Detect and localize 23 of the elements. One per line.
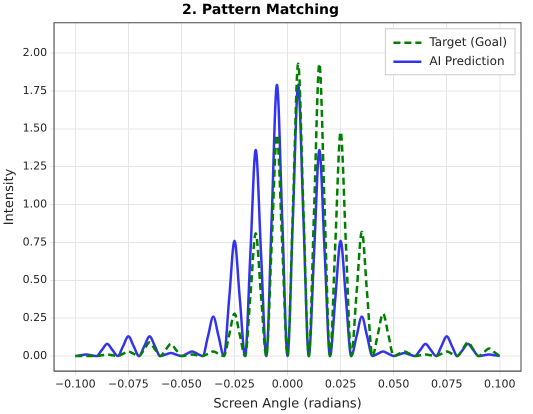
x-tick-label: 0.050 [378,378,410,391]
y-tick-label: 1.50 [22,122,48,135]
x-tick-label: −0.100 [54,378,96,391]
legend-label: AI Prediction [429,54,505,68]
y-tick-label: 1.00 [22,197,48,210]
x-tick-label: 0.100 [484,378,516,391]
x-tick-label: −0.025 [214,378,255,391]
y-tick-label: 1.25 [22,160,48,173]
x-tick-label: 0.075 [430,378,462,391]
x-tick-label: 0.000 [272,378,304,391]
y-tick-label: 0.00 [22,348,48,362]
x-tick-label: −0.050 [161,378,202,391]
y-tick-label: 0.75 [22,235,48,248]
x-axis-title: Screen Angle (radians) [213,396,362,412]
x-tick-label: −0.075 [108,378,149,391]
y-tick-label: 1.75 [22,84,48,97]
y-tick-label: 2.00 [22,46,48,59]
legend-label: Target (Goal) [428,34,508,49]
y-axis-title: Intensity [2,168,18,226]
x-tick-label: 0.025 [324,378,356,391]
chart-title: 2. Pattern Matching [182,2,340,18]
y-tick-label: 0.25 [22,311,48,324]
y-tick-label: 0.50 [22,273,48,286]
